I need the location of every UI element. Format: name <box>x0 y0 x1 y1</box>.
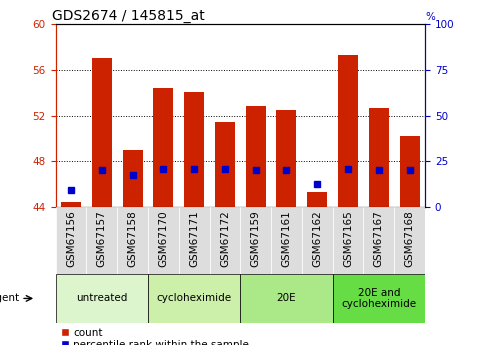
Bar <box>307 192 327 207</box>
Text: GSM67167: GSM67167 <box>374 210 384 267</box>
Bar <box>179 207 210 274</box>
Bar <box>56 274 148 323</box>
Bar <box>153 88 173 207</box>
Text: GSM67158: GSM67158 <box>128 210 138 267</box>
Bar <box>276 110 297 207</box>
Bar <box>394 207 425 274</box>
Bar <box>333 274 425 323</box>
Bar <box>56 207 86 274</box>
Bar <box>86 207 117 274</box>
Bar <box>123 150 142 207</box>
Text: agent: agent <box>0 294 19 303</box>
Bar <box>399 136 420 207</box>
Text: 20E: 20E <box>277 294 296 303</box>
Bar <box>61 203 81 207</box>
Bar <box>338 55 358 207</box>
Text: GSM67172: GSM67172 <box>220 210 230 267</box>
Bar <box>246 106 266 207</box>
Text: %: % <box>425 12 435 22</box>
Bar <box>117 207 148 274</box>
Bar <box>92 58 112 207</box>
Bar <box>369 108 389 207</box>
Text: GSM67168: GSM67168 <box>405 210 414 267</box>
Text: untreated: untreated <box>76 294 128 303</box>
Bar <box>210 207 240 274</box>
Bar <box>148 274 241 323</box>
Text: GDS2674 / 145815_at: GDS2674 / 145815_at <box>52 9 205 23</box>
Text: GSM67170: GSM67170 <box>158 210 168 267</box>
Text: GSM67165: GSM67165 <box>343 210 353 267</box>
Legend: count, percentile rank within the sample: count, percentile rank within the sample <box>61 328 249 345</box>
Bar <box>240 207 271 274</box>
Bar <box>215 122 235 207</box>
Text: GSM67161: GSM67161 <box>282 210 291 267</box>
Bar <box>302 207 333 274</box>
Text: GSM67171: GSM67171 <box>189 210 199 267</box>
Bar <box>240 274 333 323</box>
Text: GSM67162: GSM67162 <box>313 210 322 267</box>
Text: GSM67159: GSM67159 <box>251 210 261 267</box>
Bar <box>271 207 302 274</box>
Text: 20E and
cycloheximide: 20E and cycloheximide <box>341 288 416 309</box>
Text: GSM67157: GSM67157 <box>97 210 107 267</box>
Bar <box>148 207 179 274</box>
Text: GSM67156: GSM67156 <box>66 210 76 267</box>
Bar <box>333 207 364 274</box>
Text: cycloheximide: cycloheximide <box>156 294 232 303</box>
Bar <box>184 91 204 207</box>
Bar <box>364 207 394 274</box>
